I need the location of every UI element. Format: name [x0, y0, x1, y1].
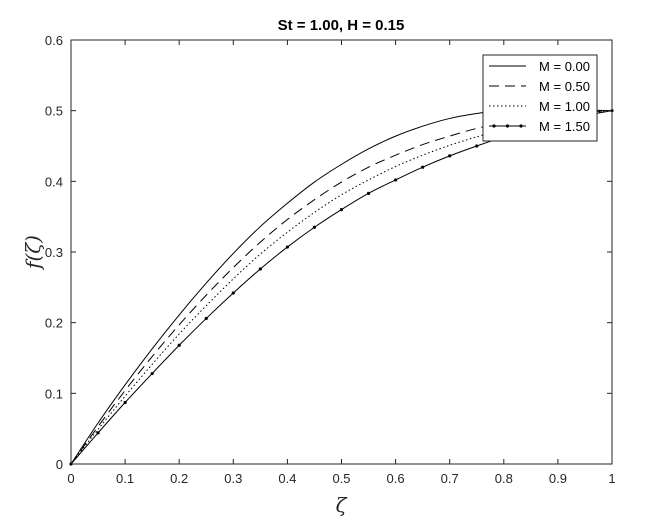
series-marker	[96, 431, 100, 435]
legend-label-1: M = 0.50	[539, 79, 590, 94]
y-axis-label: f(ζ)	[21, 235, 45, 271]
series-marker	[204, 316, 208, 321]
series-marker	[312, 225, 317, 229]
series-line-2	[70, 110, 613, 465]
legend-label-2: M = 1.00	[539, 99, 590, 114]
x-tick-label: 0.9	[549, 471, 567, 486]
x-tick-label: 0.2	[170, 471, 188, 486]
y-tick-label: 0.6	[45, 33, 63, 48]
ticks-layer: 0 0.1 0.2 0.3 0.4 0.5 0.6 0.7 0.8 0.9 1 0 0.1 0.2 0.3 0…	[45, 33, 616, 486]
x-tick-label: 0.7	[441, 471, 459, 486]
series-marker	[258, 267, 262, 271]
legend-label-0: M = 0.00	[539, 59, 590, 74]
x-tick-label: 0.5	[332, 471, 350, 486]
x-tick-label: 0.6	[387, 471, 405, 486]
x-tick-label: 0.4	[278, 471, 296, 486]
y-tick-label: 0.5	[45, 104, 63, 119]
legend: M = 0.00 M = 0.50 M = 1.00 M = 1.50	[482, 54, 598, 142]
x-axis-label: ζ	[336, 493, 348, 517]
legend-marker	[505, 124, 510, 128]
series-marker	[339, 208, 344, 212]
legend-marker	[519, 124, 523, 128]
x-tick-label: 0.8	[495, 471, 513, 486]
y-tick-label: 0.4	[45, 174, 63, 189]
x-tick-label: 0.3	[224, 471, 242, 486]
series-marker	[421, 165, 425, 169]
series-line-1	[70, 110, 613, 465]
series-marker	[475, 144, 479, 148]
series-marker	[177, 343, 181, 347]
x-tick-label: 0.1	[116, 471, 134, 486]
legend-box	[482, 54, 598, 142]
legend-label-3: M = 1.50	[539, 119, 590, 134]
x-tick-label: 1	[608, 471, 615, 486]
series-marker	[285, 245, 289, 249]
x-tick-label: 0	[67, 471, 74, 486]
legend-marker	[492, 124, 496, 128]
series-marker	[150, 371, 154, 376]
series-marker	[448, 154, 452, 158]
series-marker	[123, 400, 127, 405]
y-tick-label: 0.1	[45, 386, 63, 401]
series-marker	[394, 178, 398, 182]
y-tick-label: 0.3	[45, 245, 63, 260]
series-marker	[366, 191, 371, 195]
chart-title: St = 1.00, H = 0.15	[278, 17, 405, 34]
y-tick-label: 0	[56, 457, 63, 472]
series-marker	[231, 291, 235, 295]
y-tick-label: 0.2	[45, 316, 63, 331]
